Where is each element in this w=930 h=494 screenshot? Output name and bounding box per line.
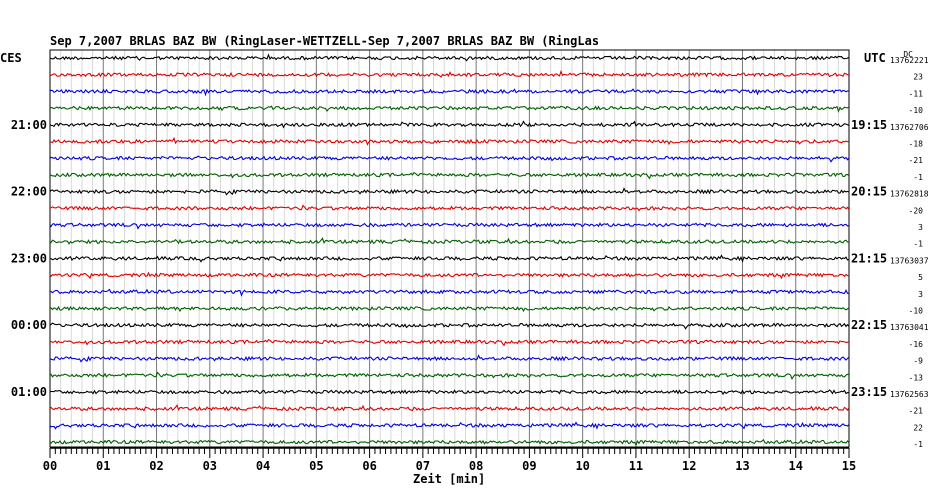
- plot-frame: [49, 49, 850, 448]
- right-hour-label: 23:15: [851, 385, 887, 399]
- trace-offset-label: 13762818: [890, 190, 929, 199]
- trace-offset-label: 13762706: [890, 123, 929, 132]
- trace-line: [49, 322, 850, 330]
- trace-line: [49, 222, 850, 230]
- trace-offset-label: 13763037: [890, 256, 929, 265]
- right-hour-label: 19:15: [851, 118, 887, 132]
- trace-offset-label: 13763041: [890, 323, 929, 332]
- trace-offset-label: -1: [913, 173, 923, 182]
- trace-offset-label: 13762563: [890, 390, 929, 399]
- trace-line: [49, 354, 850, 363]
- x-tick-label: 00: [43, 459, 57, 473]
- trace-offset-label: -16: [909, 340, 924, 349]
- trace-line: [49, 136, 850, 146]
- trace-line: [49, 171, 850, 180]
- x-tick-label: 05: [309, 459, 323, 473]
- x-tick-label: 14: [789, 459, 803, 473]
- trace-offset-label: -13: [909, 373, 924, 382]
- trace-line: [49, 204, 850, 212]
- trace-line: [49, 155, 850, 163]
- right-hour-label: 20:15: [851, 185, 887, 199]
- trace-line: [49, 105, 850, 113]
- x-tick-label: 08: [469, 459, 483, 473]
- right-hour-label: 21:15: [851, 251, 887, 265]
- trace-offset-label: 22: [913, 423, 923, 432]
- left-hour-label: 23:00: [11, 251, 47, 265]
- trace-line: [49, 53, 850, 62]
- x-tick-label: 15: [842, 459, 856, 473]
- x-tick-label: 13: [735, 459, 749, 473]
- trace-line: [49, 404, 850, 412]
- chart-title: Sep 7,2007 BRLAS BAZ BW (RingLaser-WETTZ…: [50, 34, 600, 48]
- trace-line: [49, 389, 850, 396]
- left-hour-label: 21:00: [11, 118, 47, 132]
- left-timezone-label: CES: [0, 51, 22, 65]
- trace-line: [49, 438, 850, 447]
- x-tick-label: 06: [362, 459, 376, 473]
- trace-offset-label: -1: [913, 440, 923, 449]
- trace-line: [49, 271, 850, 280]
- x-axis-label: Zeit [min]: [413, 472, 486, 486]
- trace-line: [49, 88, 850, 97]
- trace-offset-label: 5: [918, 273, 923, 282]
- trace-offset-label: -18: [909, 140, 924, 149]
- corner-label: DC: [903, 50, 913, 59]
- x-tick-label: 03: [203, 459, 217, 473]
- x-tick-label: 12: [682, 459, 696, 473]
- left-hour-label: 22:00: [11, 185, 47, 199]
- x-tick-label: 02: [149, 459, 163, 473]
- trace-line: [49, 237, 850, 245]
- left-hour-label: 01:00: [11, 385, 47, 399]
- trace-offset-label: -10: [909, 106, 924, 115]
- trace-offset-label: -9: [913, 357, 923, 366]
- trace-offset-label: -20: [909, 206, 924, 215]
- trace-offset-label: -1: [913, 240, 923, 249]
- trace-line: [49, 120, 850, 129]
- left-hour-label: 00:00: [11, 318, 47, 332]
- trace-offset-label: 23: [913, 73, 923, 82]
- trace-line: [49, 254, 850, 263]
- x-tick-label: 01: [96, 459, 110, 473]
- trace-offset-label: -21: [909, 156, 924, 165]
- trace-line: [49, 288, 849, 297]
- trace-offset-label: 3: [918, 290, 923, 299]
- trace-offset-label: -11: [909, 89, 924, 98]
- trace-offset-label: 3: [918, 223, 923, 232]
- right-timezone-label: UTC: [864, 51, 886, 65]
- trace-offset-label: -21: [909, 407, 924, 416]
- trace-offset-label: 13762221: [890, 56, 929, 65]
- trace-line: [49, 338, 850, 347]
- trace-line: [49, 371, 850, 381]
- trace-line: [49, 305, 850, 313]
- x-tick-label: 07: [416, 459, 430, 473]
- trace-line: [49, 69, 850, 78]
- x-tick-label: 09: [522, 459, 536, 473]
- x-tick-label: 04: [256, 459, 270, 473]
- trace-offset-label: -10: [909, 307, 924, 316]
- right-hour-label: 22:15: [851, 318, 887, 332]
- x-tick-label: 11: [629, 459, 643, 473]
- trace-line: [49, 421, 850, 430]
- trace-line: [49, 187, 850, 196]
- x-tick-label: 10: [575, 459, 589, 473]
